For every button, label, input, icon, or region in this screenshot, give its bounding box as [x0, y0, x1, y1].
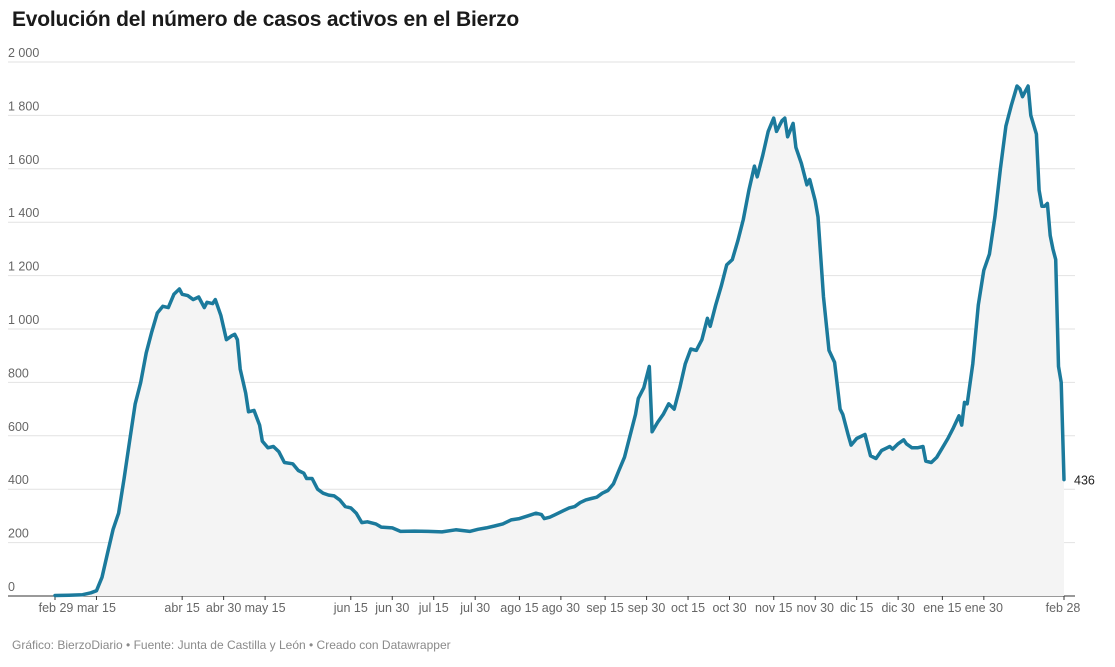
source-credit: Gráfico: BierzoDiario • Fuente: Junta de…: [12, 638, 451, 652]
x-tick-label: abr 15: [164, 601, 199, 615]
x-tick-label: jul 30: [459, 601, 490, 615]
x-tick-label: dic 15: [840, 601, 873, 615]
y-tick-label: 2 000: [8, 46, 39, 60]
series-area: [55, 86, 1064, 596]
x-tick-label: dic 30: [881, 601, 914, 615]
x-axis-ticks: feb 29 mar 15 abr 15 abr 30 may 15 jun 15 jun …: [39, 596, 1081, 615]
y-tick-label: 1 000: [8, 313, 39, 327]
x-tick-label: abr 30: [206, 601, 241, 615]
x-tick-label: jun 15: [333, 601, 368, 615]
x-tick-label: ene 30: [965, 601, 1003, 615]
series-layer: 436: [53, 84, 1095, 598]
x-tick-label: oct 30: [712, 601, 746, 615]
y-tick-label: 1 400: [8, 206, 39, 220]
x-tick-label: jul 15: [418, 601, 449, 615]
y-tick-label: 1 600: [8, 153, 39, 167]
y-tick-label: 1 800: [8, 99, 39, 113]
x-tick-label: mar 15: [77, 601, 116, 615]
x-tick-label: feb 29: [39, 601, 74, 615]
x-tick-label: oct 15: [671, 601, 705, 615]
x-tick-label: ago 15: [500, 601, 538, 615]
x-tick-label: jun 30: [374, 601, 409, 615]
y-tick-label: 200: [8, 527, 29, 541]
x-tick-label: feb 28: [1046, 601, 1081, 615]
x-tick-label: nov 30: [796, 601, 834, 615]
x-tick-label: may 15: [245, 601, 286, 615]
end-value-label: 436: [1074, 474, 1095, 488]
chart-title: Evolución del número de casos activos en…: [12, 8, 519, 31]
y-tick-label: 600: [8, 420, 29, 434]
y-axis-ticks: 0 200 400 600 800 1 000 1 200 1 400 1 600 1 800 2 …: [8, 46, 39, 594]
x-tick-label: sep 15: [586, 601, 624, 615]
y-tick-label: 0: [8, 580, 15, 594]
y-tick-label: 400: [8, 473, 29, 487]
x-tick-label: ene 15: [923, 601, 961, 615]
x-tick-label: nov 15: [755, 601, 793, 615]
y-tick-label: 1 200: [8, 260, 39, 274]
x-tick-label: sep 30: [628, 601, 666, 615]
series-line: [53, 84, 1066, 598]
x-tick-label: ago 30: [542, 601, 580, 615]
y-tick-label: 800: [8, 366, 29, 380]
